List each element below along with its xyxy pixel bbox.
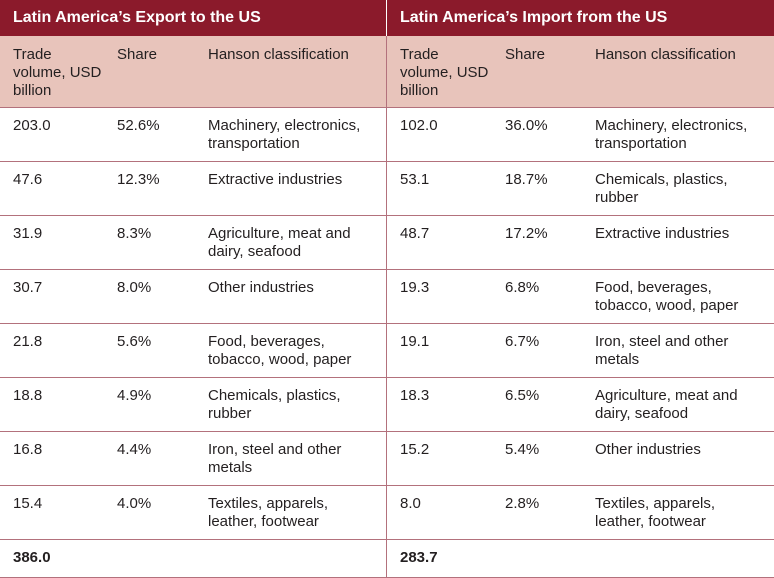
export-header-classification: Hanson classification xyxy=(208,46,349,63)
export-classification: Food, beverages, tobacco, wood, paper xyxy=(208,333,352,368)
export-classification: Other industries xyxy=(208,279,314,296)
import-title-band: Latin America’s Import from the US xyxy=(387,0,774,36)
export-classification: Extractive industries xyxy=(208,171,343,188)
export-share: 52.6% xyxy=(117,117,160,134)
export-share: 8.3% xyxy=(117,225,152,242)
row-divider xyxy=(0,323,774,324)
import-volume: 19.3 xyxy=(400,279,430,296)
import-volume: 15.2 xyxy=(400,441,430,458)
table-row: 18.8 4.9% Chemicals, plastics, rubber 18… xyxy=(0,378,774,432)
export-classification: Iron, steel and other metals xyxy=(208,441,342,476)
table-row: 15.4 4.0% Textiles, apparels, leather, f… xyxy=(0,486,774,540)
row-divider xyxy=(0,161,774,162)
import-classification: Food, beverages, tobacco, wood, paper xyxy=(595,279,739,314)
table-row: 203.0 52.6% Machinery, electronics, tran… xyxy=(0,108,774,162)
export-classification: Agriculture, meat and dairy, seafood xyxy=(208,225,351,260)
import-header-share: Share xyxy=(505,46,546,63)
table-row: 47.6 12.3% Extractive industries 53.1 18… xyxy=(0,162,774,216)
table-row: 31.9 8.3% Agriculture, meat and dairy, s… xyxy=(0,216,774,270)
export-share: 12.3% xyxy=(117,171,160,188)
export-volume: 16.8 xyxy=(13,441,43,458)
import-share: 18.7% xyxy=(505,171,548,188)
export-classification: Machinery, electronics, transportation xyxy=(208,117,361,152)
export-share: 4.4% xyxy=(117,441,152,458)
row-divider xyxy=(0,431,774,432)
export-volume: 31.9 xyxy=(13,225,43,242)
export-header-share: Share xyxy=(117,46,158,63)
export-share: 5.6% xyxy=(117,333,152,350)
export-volume: 47.6 xyxy=(13,171,43,188)
export-volume: 203.0 xyxy=(13,117,51,134)
import-volume: 102.0 xyxy=(400,117,438,134)
import-classification: Chemicals, plastics, rubber xyxy=(595,171,728,206)
import-volume: 19.1 xyxy=(400,333,430,350)
import-share: 17.2% xyxy=(505,225,548,242)
import-volume: 8.0 xyxy=(400,495,421,512)
export-volume: 15.4 xyxy=(13,495,43,512)
import-volume: 48.7 xyxy=(400,225,430,242)
import-classification: Extractive industries xyxy=(595,225,730,242)
export-header-row xyxy=(0,36,386,107)
row-divider xyxy=(0,485,774,486)
table-row: 16.8 4.4% Iron, steel and other metals 1… xyxy=(0,432,774,486)
import-header-volume: Trade volume, USD billion xyxy=(400,46,489,99)
export-share: 8.0% xyxy=(117,279,152,296)
column-divider xyxy=(386,36,387,578)
table-row: 21.8 5.6% Food, beverages, tobacco, wood… xyxy=(0,324,774,378)
import-share: 6.5% xyxy=(505,387,540,404)
import-title: Latin America’s Import from the US xyxy=(400,9,668,26)
export-volume: 30.7 xyxy=(13,279,43,296)
import-classification: Other industries xyxy=(595,441,701,458)
import-volume: 18.3 xyxy=(400,387,430,404)
import-share: 6.8% xyxy=(505,279,540,296)
row-divider xyxy=(0,107,774,108)
export-share: 4.0% xyxy=(117,495,152,512)
import-classification: Agriculture, meat and dairy, seafood xyxy=(595,387,738,422)
import-share: 6.7% xyxy=(505,333,540,350)
export-total: 386.0 xyxy=(13,549,51,566)
row-divider xyxy=(0,269,774,270)
row-divider xyxy=(0,377,774,378)
row-divider xyxy=(0,215,774,216)
export-volume: 21.8 xyxy=(13,333,43,350)
import-header-row xyxy=(387,36,774,107)
export-title-band: Latin America’s Export to the US xyxy=(0,0,386,36)
import-classification: Machinery, electronics, transportation xyxy=(595,117,748,152)
import-classification: Iron, steel and other metals xyxy=(595,333,729,368)
export-classification: Chemicals, plastics, rubber xyxy=(208,387,341,422)
table-row: 30.7 8.0% Other industries 19.3 6.8% Foo… xyxy=(0,270,774,324)
import-header-classification: Hanson classification xyxy=(595,46,736,63)
import-total: 283.7 xyxy=(400,549,438,566)
import-share: 36.0% xyxy=(505,117,548,134)
import-classification: Textiles, apparels, leather, footwear xyxy=(595,495,716,530)
import-volume: 53.1 xyxy=(400,171,430,188)
export-title: Latin America’s Export to the US xyxy=(13,9,261,26)
import-share: 5.4% xyxy=(505,441,540,458)
export-volume: 18.8 xyxy=(13,387,43,404)
export-classification: Textiles, apparels, leather, footwear xyxy=(208,495,329,530)
export-share: 4.9% xyxy=(117,387,152,404)
import-share: 2.8% xyxy=(505,495,540,512)
row-divider xyxy=(0,539,774,540)
export-header-volume: Trade volume, USD billion xyxy=(13,46,102,99)
